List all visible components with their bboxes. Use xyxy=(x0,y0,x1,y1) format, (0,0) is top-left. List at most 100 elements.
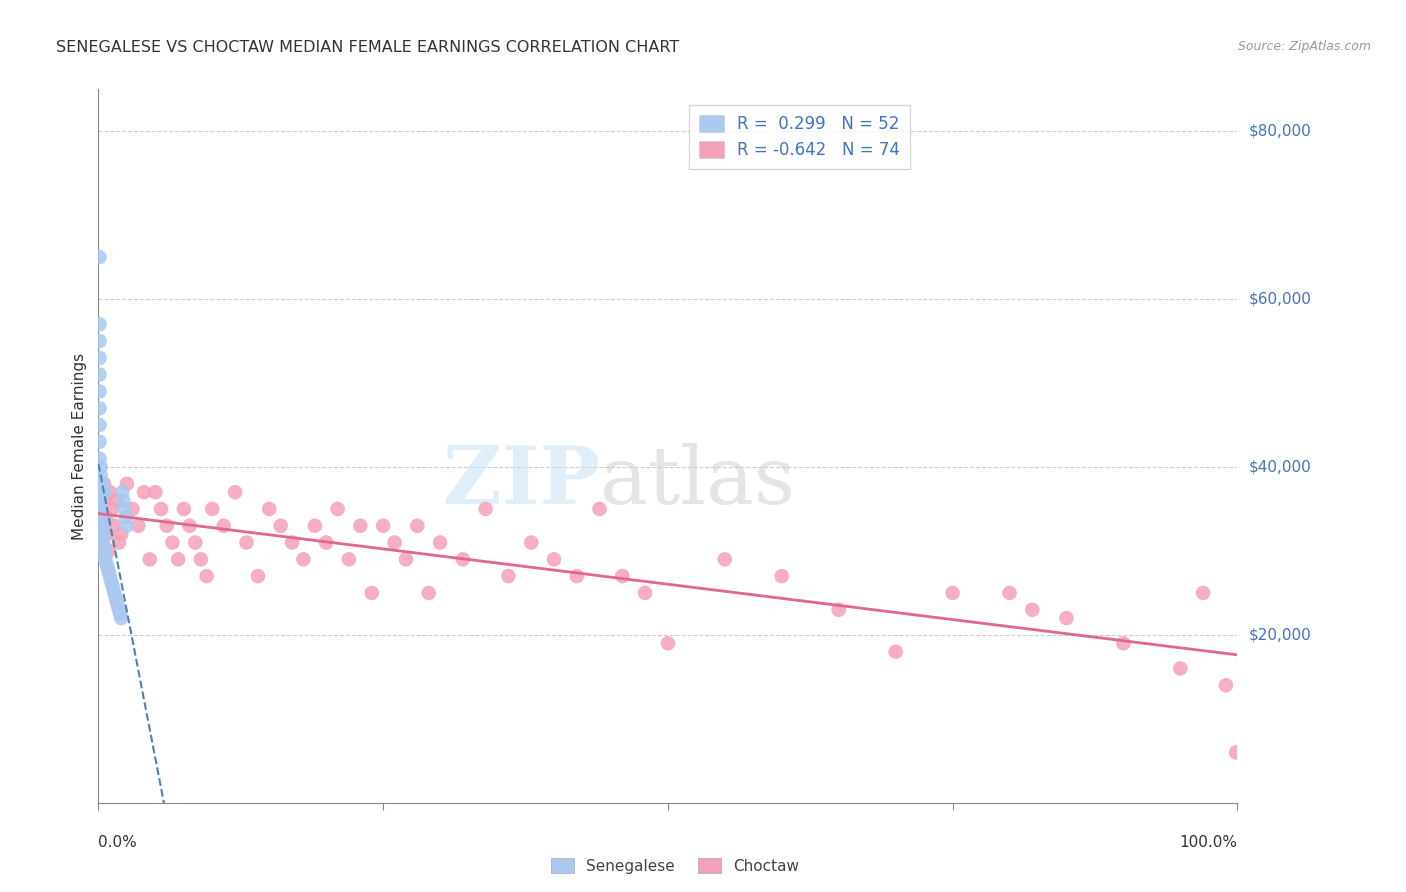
Point xyxy=(96,560,118,574)
Point xyxy=(94,548,117,562)
Text: ZIP: ZIP xyxy=(443,442,599,521)
Point xyxy=(145,485,167,500)
Point xyxy=(190,552,212,566)
Point xyxy=(565,569,588,583)
Point xyxy=(90,476,112,491)
Point xyxy=(451,552,474,566)
Point xyxy=(108,535,131,549)
Point xyxy=(89,351,111,365)
Point xyxy=(90,510,112,524)
Point xyxy=(101,502,124,516)
Point xyxy=(98,569,121,583)
Point xyxy=(96,527,118,541)
Point xyxy=(94,552,117,566)
Point xyxy=(91,481,114,495)
Point xyxy=(112,493,135,508)
Point xyxy=(91,532,114,546)
Point xyxy=(114,510,136,524)
Text: $80,000: $80,000 xyxy=(1249,124,1312,138)
Point xyxy=(235,535,257,549)
Legend: R =  0.299   N = 52, R = -0.642   N = 74: R = 0.299 N = 52, R = -0.642 N = 74 xyxy=(689,104,910,169)
Point xyxy=(103,518,125,533)
Point xyxy=(89,250,111,264)
Point xyxy=(89,334,111,348)
Point xyxy=(360,586,382,600)
Point xyxy=(395,552,418,566)
Point xyxy=(337,552,360,566)
Text: $40,000: $40,000 xyxy=(1249,459,1312,475)
Point xyxy=(406,518,429,533)
Point xyxy=(1192,586,1215,600)
Point xyxy=(156,518,179,533)
Point xyxy=(349,518,371,533)
Point xyxy=(94,493,117,508)
Point xyxy=(304,518,326,533)
Point xyxy=(115,518,138,533)
Point xyxy=(107,599,129,613)
Point xyxy=(714,552,737,566)
Point xyxy=(259,502,281,516)
Point xyxy=(326,502,349,516)
Point xyxy=(90,493,112,508)
Point xyxy=(89,502,111,516)
Point xyxy=(292,552,315,566)
Text: 0.0%: 0.0% xyxy=(98,835,138,850)
Point xyxy=(281,535,304,549)
Point xyxy=(315,535,337,549)
Point xyxy=(429,535,451,549)
Point xyxy=(89,368,111,382)
Point xyxy=(1215,678,1237,692)
Point xyxy=(1021,603,1043,617)
Point xyxy=(91,535,114,549)
Point xyxy=(884,645,907,659)
Point xyxy=(115,476,138,491)
Point xyxy=(96,557,118,571)
Point xyxy=(212,518,235,533)
Point xyxy=(90,518,112,533)
Point xyxy=(91,527,114,541)
Point xyxy=(634,586,657,600)
Point xyxy=(108,603,131,617)
Point xyxy=(90,476,112,491)
Point xyxy=(1170,661,1192,675)
Point xyxy=(384,535,406,549)
Point xyxy=(105,594,128,608)
Point xyxy=(108,607,131,621)
Point xyxy=(942,586,965,600)
Point xyxy=(110,611,132,625)
Point xyxy=(97,544,120,558)
Point xyxy=(90,523,112,537)
Point xyxy=(520,535,543,549)
Point xyxy=(167,552,190,566)
Point xyxy=(1054,611,1078,625)
Point xyxy=(543,552,565,566)
Legend: Senegalese, Choctaw: Senegalese, Choctaw xyxy=(544,852,806,880)
Point xyxy=(998,586,1021,600)
Point xyxy=(101,577,124,591)
Point xyxy=(93,540,115,554)
Point xyxy=(121,502,143,516)
Point xyxy=(103,582,125,596)
Point xyxy=(105,493,128,508)
Point xyxy=(270,518,292,533)
Text: $60,000: $60,000 xyxy=(1249,292,1312,307)
Point xyxy=(93,544,115,558)
Point xyxy=(173,502,195,516)
Point xyxy=(195,569,218,583)
Point xyxy=(97,565,120,579)
Point xyxy=(246,569,269,583)
Point xyxy=(98,485,121,500)
Point xyxy=(127,518,149,533)
Text: atlas: atlas xyxy=(599,442,794,521)
Point xyxy=(90,485,112,500)
Point xyxy=(770,569,793,583)
Point xyxy=(89,384,111,399)
Point xyxy=(90,468,112,483)
Point xyxy=(93,476,115,491)
Point xyxy=(132,485,155,500)
Point xyxy=(201,502,224,516)
Point xyxy=(138,552,160,566)
Point xyxy=(111,485,134,500)
Text: 100.0%: 100.0% xyxy=(1180,835,1237,850)
Point xyxy=(90,510,112,524)
